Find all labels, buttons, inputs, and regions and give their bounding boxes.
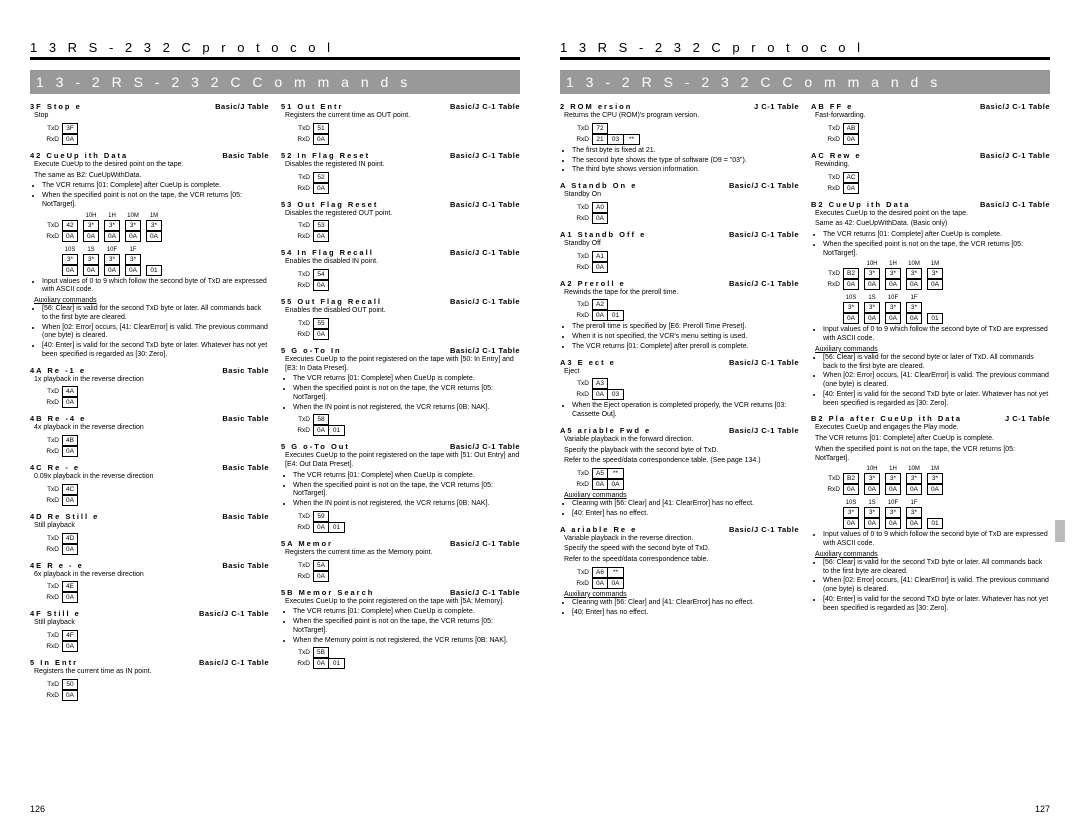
command-block: A2 Preroll eBasic/J C-1 TableRewinds the… bbox=[560, 279, 799, 352]
txrx-box: TxDA5**RxD0A0A bbox=[570, 468, 799, 490]
command-block: 55 Out Flag Recall Basic/J C-1 TableEnab… bbox=[281, 297, 520, 340]
txrx-box: TxD52RxD0A bbox=[291, 172, 520, 194]
command-block: 3F Stop eBasic/J TableStopTxD3FRxD0A bbox=[30, 102, 269, 145]
section-title-r: 1 3 - 2 R S - 2 3 2 C C o m m a n d s bbox=[560, 70, 1050, 94]
txrx-box: TxD50RxD0A bbox=[40, 679, 269, 701]
command-block: B2 CueUp ith Data Basic/J C-1 TableExecu… bbox=[811, 200, 1050, 409]
command-block: 4C Re - eBasic Table0.09x playback in th… bbox=[30, 463, 269, 506]
txrx-box: TxD51RxD0A bbox=[291, 123, 520, 145]
txrx-box: TxD5ARxD0A bbox=[291, 560, 520, 582]
right-col-1: 2 ROM ersion J C-1 TableReturns the CPU … bbox=[560, 102, 799, 804]
command-block: 4A Re -1 eBasic Table1x playback in the … bbox=[30, 366, 269, 409]
command-block: 51 Out Entr Basic/J C-1 TableRegisters t… bbox=[281, 102, 520, 145]
txrx-box: TxD54RxD0A bbox=[291, 269, 520, 291]
command-block: A1 Standb Off eBasic/J C-1 TableStandby … bbox=[560, 230, 799, 273]
right-columns: 2 ROM ersion J C-1 TableReturns the CPU … bbox=[560, 102, 1050, 804]
section-title: 1 3 - 2 R S - 2 3 2 C C o m m a n d s bbox=[30, 70, 520, 94]
bigbox: 10H1H10M1MTxDB23*3*3*3*RxD0A0A0A0A0A10S1… bbox=[821, 260, 1050, 324]
txrx-box: TxDA2RxD0A01 bbox=[570, 299, 799, 321]
command-block: 4D Re Still eBasic TableStill playbackTx… bbox=[30, 512, 269, 555]
command-block: 42 CueUp ith Data Basic TableExecute Cue… bbox=[30, 151, 269, 360]
command-block: A ariable Re eBasic/J C-1 TableVariable … bbox=[560, 525, 799, 618]
command-block: 2 ROM ersion J C-1 TableReturns the CPU … bbox=[560, 102, 799, 175]
command-block: 5 G o-To In Basic/J C-1 TableExecutes Cu… bbox=[281, 346, 520, 437]
command-block: AB FF eBasic/J C-1 TableFast-forwarding.… bbox=[811, 102, 1050, 145]
chapter-title: 1 3 R S - 2 3 2 C p r o t o c o l bbox=[30, 40, 520, 60]
txrx-box: TxDA3RxD0A03 bbox=[570, 378, 799, 400]
command-block: 5 G o-To Out Basic/J C-1 TableExecutes C… bbox=[281, 442, 520, 533]
txrx-box: TxD4BRxD0A bbox=[40, 435, 269, 457]
command-block: A3 E ect eBasic/J C-1 TableEjectTxDA3RxD… bbox=[560, 358, 799, 420]
right-col-2: AB FF eBasic/J C-1 TableFast-forwarding.… bbox=[811, 102, 1050, 804]
txrx-box: TxD4ERxD0A bbox=[40, 581, 269, 603]
thumb-tab bbox=[1055, 520, 1065, 542]
left-columns: 3F Stop eBasic/J TableStopTxD3FRxD0A 42 C… bbox=[30, 102, 520, 804]
txrx-box: TxD53RxD0A bbox=[291, 220, 520, 242]
page-number-left: 126 bbox=[30, 804, 520, 814]
txrx-box: TxD4ARxD0A bbox=[40, 386, 269, 408]
txrx-box: TxDA0RxD0A bbox=[570, 202, 799, 224]
page-number-right: 127 bbox=[560, 804, 1050, 814]
page-right: 1 3 R S - 2 3 2 C p r o t o c o l 1 3 - … bbox=[560, 40, 1050, 814]
txrx-box: TxD4FRxD0A bbox=[40, 630, 269, 652]
bigbox: 10H1H10M1MTxDB23*3*3*3*RxD0A0A0A0A0A10S1… bbox=[821, 465, 1050, 529]
command-block: 4E R e - eBasic Table6x playback in the … bbox=[30, 561, 269, 604]
command-block: 4B Re -4 eBasic Table4x playback in the … bbox=[30, 414, 269, 457]
txrx-box: TxD4CRxD0A bbox=[40, 484, 269, 506]
txrx-box: TxD4DRxD0A bbox=[40, 533, 269, 555]
command-block: 53 Out Flag Reset Basic/J C-1 TableDisab… bbox=[281, 200, 520, 243]
txrx-box: TxDA1RxD0A bbox=[570, 251, 799, 273]
command-block: 5A Memor Basic/J C-1 TableRegisters the … bbox=[281, 539, 520, 582]
txrx-box: TxD5BRxD0A01 bbox=[291, 647, 520, 669]
txrx-box: TxD55RxD0A bbox=[291, 318, 520, 340]
chapter-title-r: 1 3 R S - 2 3 2 C p r o t o c o l bbox=[560, 40, 1050, 60]
command-block: 5 In Entr Basic/J C-1 TableRegisters the… bbox=[30, 658, 269, 701]
txrx-box: TxDACRxD0A bbox=[821, 172, 1050, 194]
command-block: 54 In Flag Recall Basic/J C-1 TableEnabl… bbox=[281, 248, 520, 291]
command-block: 5B Memor Search Basic/J C-1 TableExecute… bbox=[281, 588, 520, 670]
command-block: A5 ariable Fwd eBasic/J C-1 TableVariabl… bbox=[560, 426, 799, 519]
command-block: A Standb On eBasic/J C-1 TableStandby On… bbox=[560, 181, 799, 224]
txrx-box: TxD59RxD0A01 bbox=[291, 511, 520, 533]
command-block: 52 In Flag Reset Basic/J C-1 TableDisabl… bbox=[281, 151, 520, 194]
txrx-box: TxD58RxD0A01 bbox=[291, 414, 520, 436]
command-block: B2 Pla after CueUp ith Data J C-1 TableE… bbox=[811, 414, 1050, 613]
command-block: 4F Still eBasic/J C-1 TableStill playbac… bbox=[30, 609, 269, 652]
command-block: AC Rew eBasic/J C-1 TableRewinding.TxDAC… bbox=[811, 151, 1050, 194]
left-col-1: 3F Stop eBasic/J TableStopTxD3FRxD0A 42 C… bbox=[30, 102, 269, 804]
page-left: 1 3 R S - 2 3 2 C p r o t o c o l 1 3 - … bbox=[30, 40, 520, 814]
txrx-box: TxDABRxD0A bbox=[821, 123, 1050, 145]
left-col-2: 51 Out Entr Basic/J C-1 TableRegisters t… bbox=[281, 102, 520, 804]
txrx-box: TxDA6**RxD0A0A bbox=[570, 567, 799, 589]
txrx-box: TxD72RxD2103** bbox=[570, 123, 799, 145]
txrx-box: TxD3FRxD0A bbox=[40, 123, 269, 145]
bigbox: 10H1H10M1MTxD423*3*3*3*RxD0A0A0A0A0A10S1… bbox=[40, 212, 269, 276]
